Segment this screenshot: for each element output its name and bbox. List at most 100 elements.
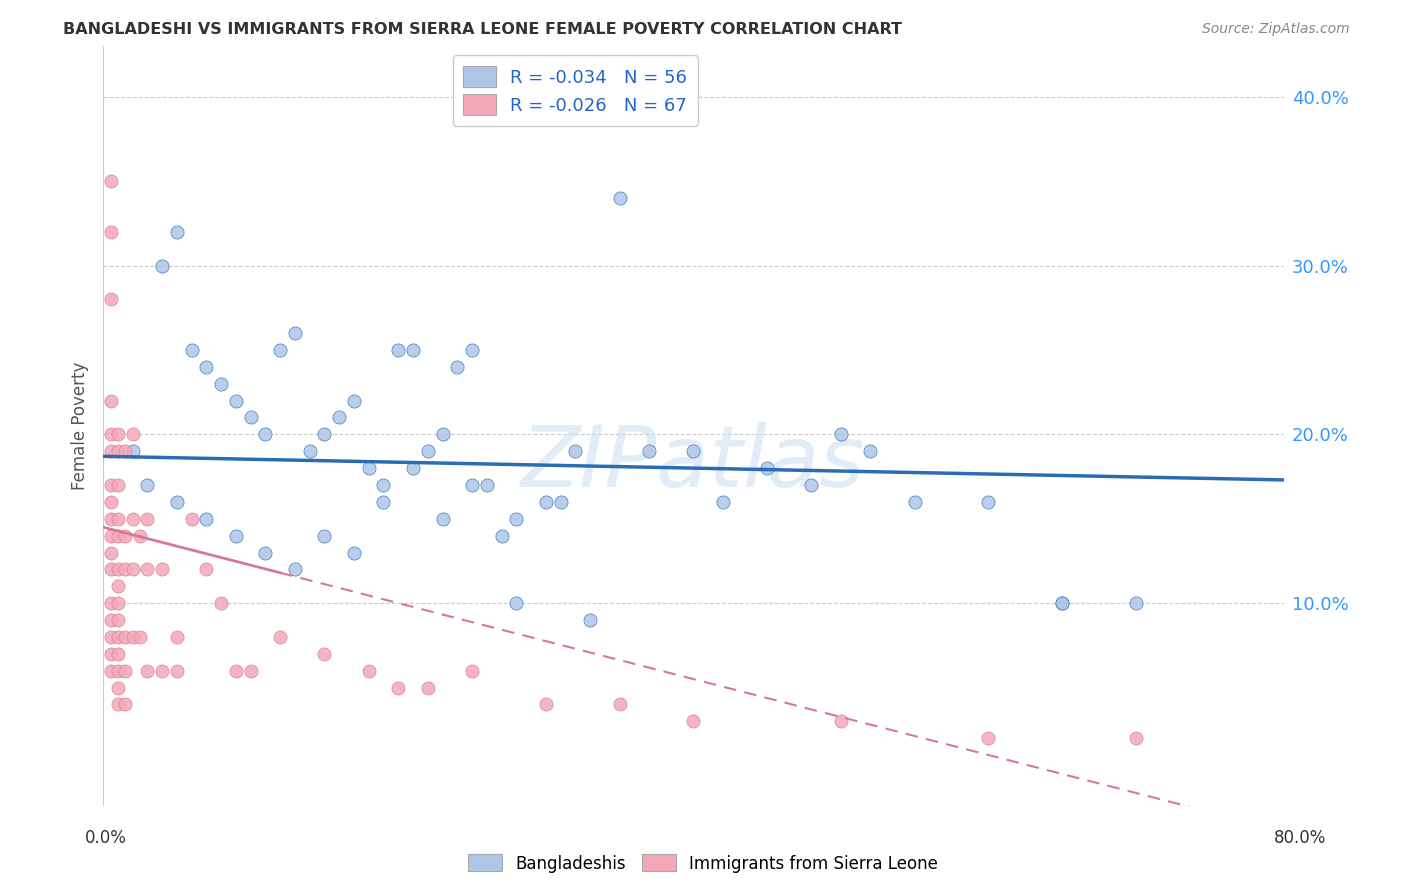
Point xyxy=(682,444,704,458)
Point xyxy=(136,478,159,492)
Point xyxy=(100,647,122,661)
Point xyxy=(505,596,527,610)
Point xyxy=(136,512,159,526)
Text: 0.0%: 0.0% xyxy=(84,830,127,847)
Point xyxy=(129,630,152,644)
Point xyxy=(100,393,122,408)
Point xyxy=(107,444,129,458)
Point xyxy=(100,562,122,576)
Point xyxy=(284,562,307,576)
Point xyxy=(314,528,336,542)
Point xyxy=(114,630,136,644)
Point xyxy=(977,731,1000,746)
Point xyxy=(107,596,129,610)
Point xyxy=(107,613,129,627)
Point xyxy=(209,376,232,391)
Point xyxy=(150,664,173,678)
Point xyxy=(387,681,409,695)
Point xyxy=(100,478,122,492)
Point xyxy=(180,512,202,526)
Point xyxy=(107,698,129,712)
Point xyxy=(534,495,557,509)
Point xyxy=(446,359,468,374)
Text: 80.0%: 80.0% xyxy=(1274,830,1327,847)
Point xyxy=(121,562,143,576)
Point xyxy=(800,478,823,492)
Point xyxy=(225,528,247,542)
Point xyxy=(195,359,218,374)
Point xyxy=(756,461,779,475)
Point xyxy=(107,664,129,678)
Point xyxy=(136,562,159,576)
Text: BANGLADESHI VS IMMIGRANTS FROM SIERRA LEONE FEMALE POVERTY CORRELATION CHART: BANGLADESHI VS IMMIGRANTS FROM SIERRA LE… xyxy=(63,22,903,37)
Point xyxy=(402,343,425,357)
Point xyxy=(416,444,439,458)
Point xyxy=(166,664,188,678)
Point xyxy=(432,427,454,442)
Point xyxy=(343,393,366,408)
Point xyxy=(314,647,336,661)
Point xyxy=(100,512,122,526)
Point xyxy=(402,461,425,475)
Point xyxy=(100,528,122,542)
Point xyxy=(100,664,122,678)
Point xyxy=(491,528,513,542)
Point xyxy=(373,495,395,509)
Point xyxy=(225,664,247,678)
Point xyxy=(609,191,631,205)
Point xyxy=(609,698,631,712)
Point xyxy=(1052,596,1074,610)
Point xyxy=(114,698,136,712)
Point xyxy=(461,478,484,492)
Point xyxy=(416,681,439,695)
Point xyxy=(100,495,122,509)
Point xyxy=(107,647,129,661)
Legend: Bangladeshis, Immigrants from Sierra Leone: Bangladeshis, Immigrants from Sierra Leo… xyxy=(461,847,945,880)
Point xyxy=(461,664,484,678)
Point xyxy=(564,444,586,458)
Point xyxy=(859,444,882,458)
Point xyxy=(121,630,143,644)
Point xyxy=(100,225,122,239)
Point xyxy=(239,664,262,678)
Point xyxy=(254,427,277,442)
Point xyxy=(432,512,454,526)
Point xyxy=(328,410,350,425)
Point xyxy=(505,512,527,526)
Point xyxy=(269,343,291,357)
Point xyxy=(269,630,291,644)
Point xyxy=(343,545,366,559)
Point xyxy=(1125,731,1147,746)
Point xyxy=(357,664,380,678)
Point xyxy=(284,326,307,340)
Text: Source: ZipAtlas.com: Source: ZipAtlas.com xyxy=(1202,22,1350,37)
Point xyxy=(100,174,122,188)
Point xyxy=(107,579,129,593)
Point xyxy=(225,393,247,408)
Point xyxy=(121,512,143,526)
Point xyxy=(830,427,852,442)
Point xyxy=(254,545,277,559)
Point xyxy=(107,427,129,442)
Point xyxy=(129,528,152,542)
Point xyxy=(150,562,173,576)
Point xyxy=(357,461,380,475)
Point xyxy=(114,528,136,542)
Point xyxy=(1052,596,1074,610)
Point xyxy=(550,495,572,509)
Point xyxy=(682,714,704,729)
Point xyxy=(314,427,336,442)
Point xyxy=(121,427,143,442)
Point xyxy=(977,495,1000,509)
Text: ZIPatlas: ZIPatlas xyxy=(522,423,866,506)
Point xyxy=(150,259,173,273)
Point xyxy=(579,613,602,627)
Y-axis label: Female Poverty: Female Poverty xyxy=(72,362,89,490)
Point xyxy=(100,613,122,627)
Point xyxy=(107,478,129,492)
Point xyxy=(1125,596,1147,610)
Point xyxy=(100,293,122,307)
Point xyxy=(711,495,734,509)
Point xyxy=(239,410,262,425)
Point xyxy=(209,596,232,610)
